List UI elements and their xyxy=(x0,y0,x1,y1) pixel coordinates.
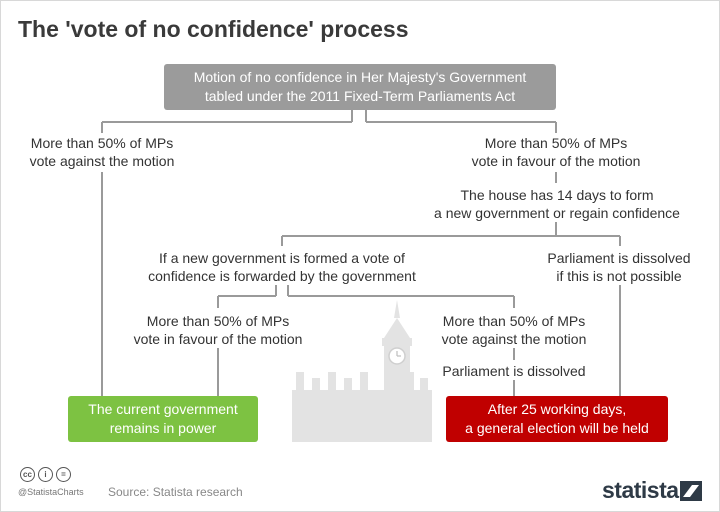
parliament-watermark-icon xyxy=(292,300,432,442)
motion-box: Motion of no confidence in Her Majesty's… xyxy=(164,64,556,110)
second-vote-against-label: More than 50% of MPs vote against the mo… xyxy=(426,312,602,348)
motion-text-line1: Motion of no confidence in Her Majesty's… xyxy=(193,69,527,85)
remains-text-line2: remains in power xyxy=(109,420,217,436)
source-note: Source: Statista research xyxy=(108,485,243,499)
vote-against-label: More than 50% of MPs vote against the mo… xyxy=(18,134,186,170)
statista-mark-icon xyxy=(680,481,702,501)
election-text-line1: After 25 working days, xyxy=(487,401,627,417)
remains-text-line1: The current government xyxy=(88,401,238,417)
parliament-dissolved-label: Parliament is dissolved xyxy=(430,362,598,380)
creative-commons-icon: cc xyxy=(20,467,35,482)
no-derivatives-icon: = xyxy=(56,467,71,482)
second-vote-favour-label: More than 50% of MPs vote in favour of t… xyxy=(118,312,318,348)
general-election-box: After 25 working days, a general electio… xyxy=(446,396,668,442)
motion-text-line2: tabled under the 2011 Fixed-Term Parliam… xyxy=(204,88,516,104)
twitter-handle: @StatistaCharts xyxy=(18,487,84,497)
license-icons: cc i = xyxy=(20,467,71,482)
new-government-label: If a new government is formed a vote of … xyxy=(130,249,434,285)
government-remains-box: The current government remains in power xyxy=(68,396,258,442)
fourteen-days-label: The house has 14 days to form a new gove… xyxy=(418,186,696,222)
dissolved-if-not-possible-label: Parliament is dissolved if this is not p… xyxy=(536,249,702,285)
vote-favour-label: More than 50% of MPs vote in favour of t… xyxy=(455,134,657,170)
attribution-icon: i xyxy=(38,467,53,482)
statista-logo: statista xyxy=(602,477,679,503)
election-text-line2: a general election will be held xyxy=(465,420,649,436)
page-title: The 'vote of no confidence' process xyxy=(18,16,409,42)
